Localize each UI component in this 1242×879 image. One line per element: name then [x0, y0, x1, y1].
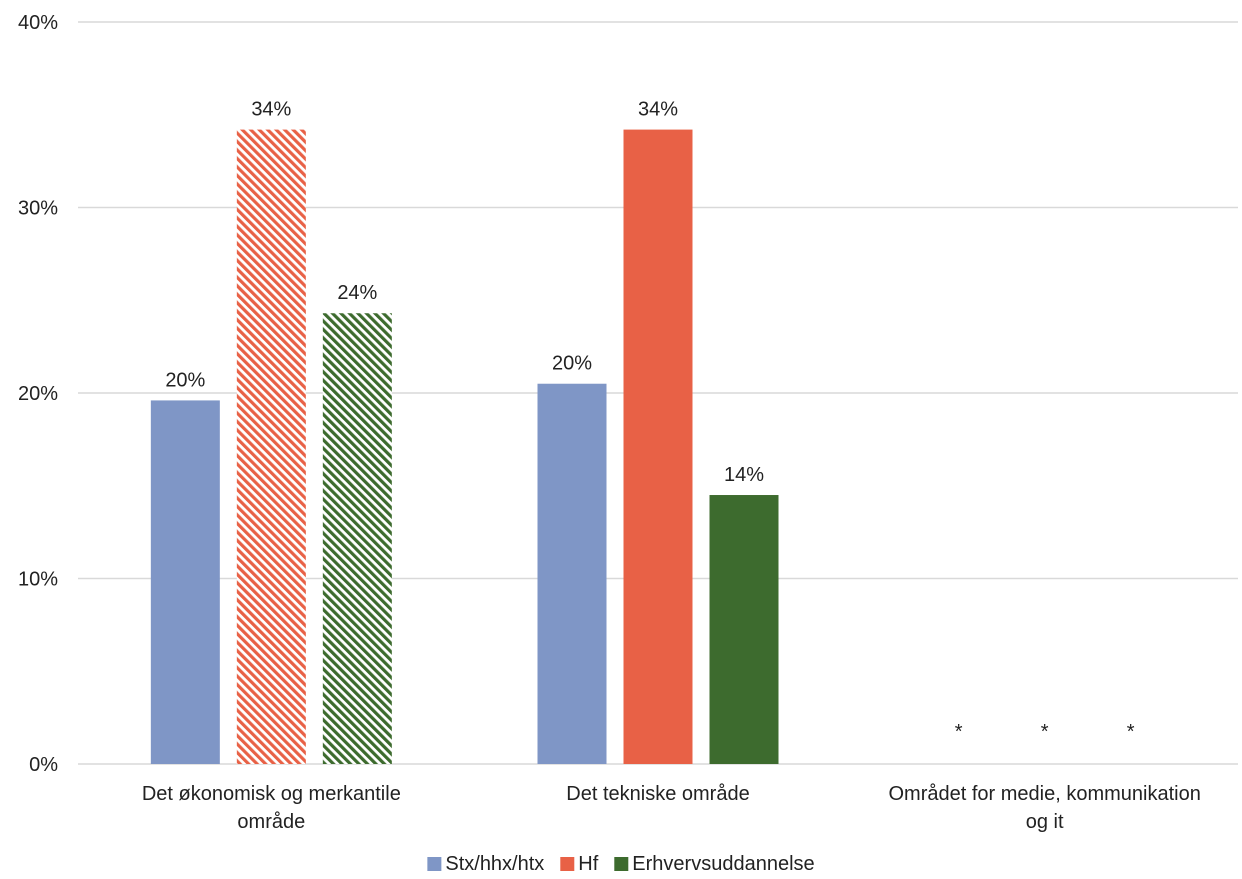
category-label: Det økonomisk og merkantile	[142, 783, 401, 805]
y-tick-label: 0%	[29, 754, 58, 776]
bar-hf	[623, 129, 693, 765]
y-tick-label: 30%	[18, 198, 58, 220]
y-tick-label: 20%	[18, 383, 58, 405]
category-label: Det tekniske område	[566, 783, 749, 805]
y-axis-ticks: 0% 10% 20% 30% 40%	[18, 12, 58, 776]
category-label: Området for medie, kommunikation	[888, 783, 1200, 805]
bars	[150, 129, 779, 765]
data-label: 20%	[552, 353, 592, 375]
data-label: 14%	[724, 464, 764, 486]
bar-stx-hhx-htx	[150, 400, 220, 764]
y-tick-label: 10%	[18, 569, 58, 591]
data-label: 34%	[638, 99, 678, 121]
legend-label: Erhvervsuddannelse	[632, 853, 814, 875]
data-label: 24%	[337, 282, 377, 304]
data-label: *	[1041, 721, 1049, 743]
category-label: og it	[1026, 811, 1064, 833]
legend: Stx/hhx/htx Hf Erhvervsuddannelse	[427, 853, 815, 875]
bar-erhvervsuddannelse	[322, 313, 392, 764]
y-tick-label: 40%	[18, 12, 58, 34]
category-label: område	[237, 811, 305, 833]
legend-swatch	[614, 857, 629, 871]
legend-item: Hf	[560, 853, 599, 875]
legend-swatch	[560, 857, 575, 871]
legend-label: Stx/hhx/htx	[445, 853, 544, 875]
data-label: 34%	[251, 99, 291, 121]
x-axis-categories: Det økonomisk og merkantile område Det tek…	[142, 783, 1201, 833]
data-label: *	[955, 721, 963, 743]
legend-label: Hf	[578, 853, 598, 875]
legend-swatch	[427, 857, 442, 871]
legend-item: Stx/hhx/htx	[427, 853, 544, 875]
legend-item: Erhvervsuddannelse	[614, 853, 815, 875]
data-label: 20%	[165, 369, 205, 391]
bar-erhvervsuddannelse	[709, 495, 779, 764]
data-label: *	[1127, 721, 1135, 743]
bar-hf	[236, 129, 306, 765]
data-labels: 20% 34% 24% 20% 34% 14% * * *	[165, 99, 1134, 743]
bar-stx-hhx-htx	[537, 383, 607, 764]
